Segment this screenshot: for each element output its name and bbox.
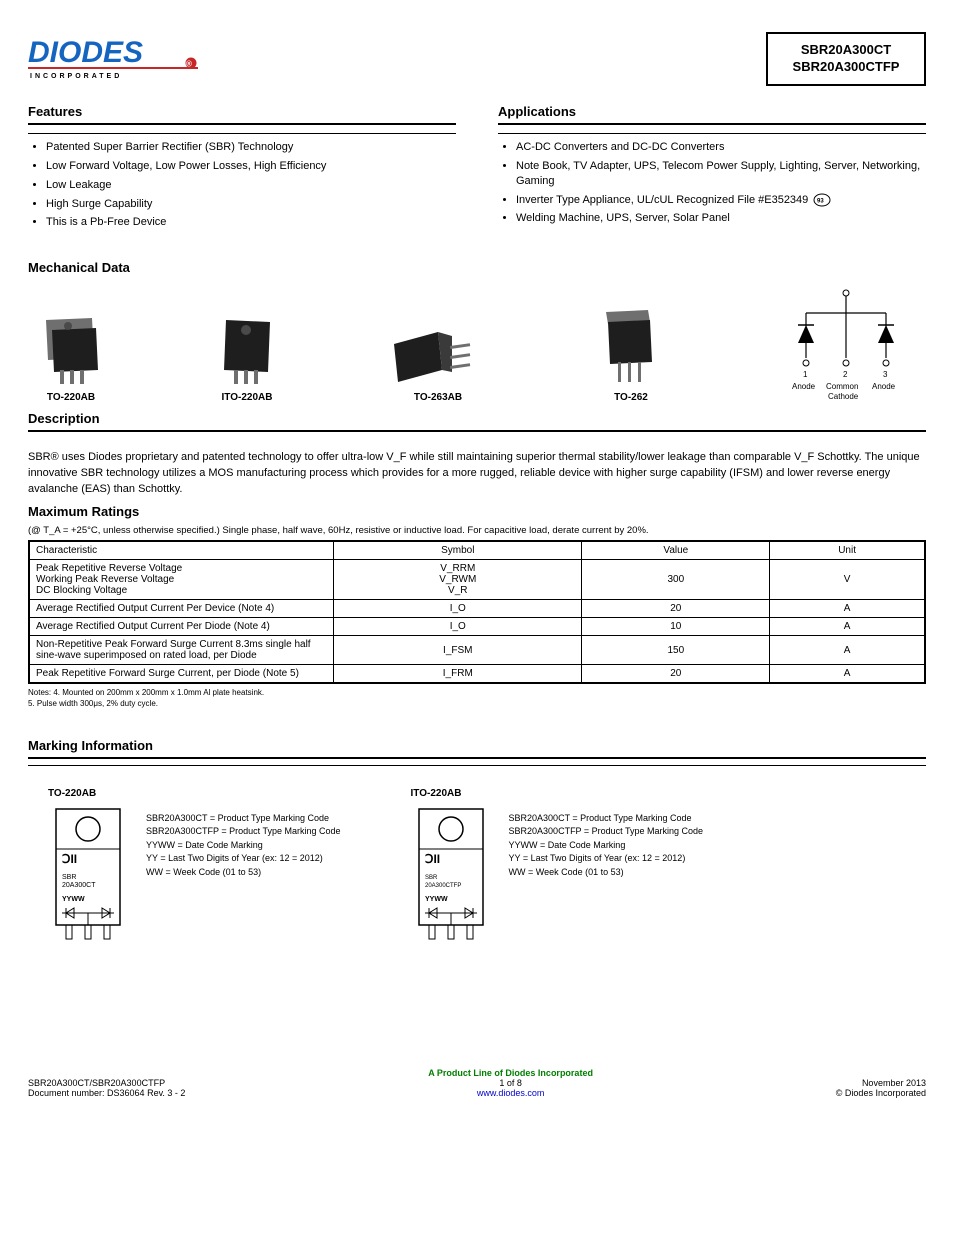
footer-product: SBR20A300CT/SBR20A300CTFP [28, 1078, 185, 1088]
table-row: Average Rectified Output Current Per Dev… [29, 600, 925, 618]
applications-list: AC-DC Converters and DC-DC Converters No… [498, 140, 926, 226]
svg-text:®: ® [186, 60, 192, 69]
svg-text:Anode: Anode [872, 382, 896, 391]
ito220ab-icon [214, 316, 280, 386]
package-label: ITO-220AB [222, 392, 273, 403]
applications-heading: Applications [498, 104, 926, 125]
marking-diagram-2: ↃII SBR 20A300CTFP YYWW [411, 805, 491, 945]
col-header: Value [582, 541, 770, 560]
application-item: Welding Machine, UPS, Server, Solar Pane… [516, 211, 926, 226]
ratings-conditions: (@ T_A = +25°C, unless otherwise specifi… [28, 525, 926, 536]
feature-item: Low Forward Voltage, Low Power Losses, H… [46, 159, 456, 174]
to262-icon [596, 308, 666, 386]
title-box-line1: SBR20A300CTSBR20A300CTFP [793, 42, 900, 74]
svg-text:93: 93 [817, 198, 824, 204]
marking-diagram-1: ↃII SBR 20A300CT YYWW [48, 805, 128, 945]
marking-pkg-label: TO-220AB [48, 788, 128, 799]
footer-date: November 2013 [836, 1078, 926, 1088]
marking-legend: SBR20A300CT = Product Type Marking CodeS… [146, 812, 341, 880]
ratings-notes: Notes: 4. Mounted on 200mm x 200mm x 1.0… [28, 688, 926, 710]
feature-item: This is a Pb-Free Device [46, 215, 456, 230]
page-footer: SBR20A300CT/SBR20A300CTFP Document numbe… [28, 1068, 926, 1098]
application-item: Note Book, TV Adapter, UPS, Telecom Powe… [516, 159, 926, 189]
svg-text:Cathode: Cathode [828, 392, 859, 401]
application-item: Inverter Type Appliance, UL/cUL Recogniz… [516, 193, 926, 208]
mechanical-heading: Mechanical Data [28, 260, 926, 275]
features-list: Patented Super Barrier Rectifier (SBR) T… [28, 140, 456, 230]
footer-doc: Document number: DS36064 Rev. 3 - 2 [28, 1088, 185, 1098]
col-header: Unit [770, 541, 925, 560]
footer-green: A Product Line of Diodes Incorporated [428, 1068, 593, 1078]
application-item: AC-DC Converters and DC-DC Converters [516, 140, 926, 155]
diodes-logo: DIODES INCORPORATED ® [28, 32, 198, 82]
ratings-table: Characteristic Symbol Value Unit Peak Re… [28, 540, 926, 684]
col-header: Symbol [334, 541, 582, 560]
table-row: Characteristic Symbol Value Unit [29, 541, 925, 560]
pin-diagram-icon: 1 2 3 Anode Common Cathode Anode [776, 283, 916, 403]
table-row: Peak Repetitive Reverse VoltageWorking P… [29, 560, 925, 600]
feature-item: Patented Super Barrier Rectifier (SBR) T… [46, 140, 456, 155]
svg-text:3: 3 [883, 370, 888, 379]
svg-text:Common: Common [826, 382, 858, 391]
feature-item: High Surge Capability [46, 197, 456, 212]
packages-row: TO-220AB ITO-220AB TO-263AB TO-262 [28, 283, 926, 411]
svg-text:2: 2 [843, 370, 848, 379]
col-header: Characteristic [29, 541, 334, 560]
product-title-box: SBR20A300CTSBR20A300CTFP [766, 32, 926, 86]
svg-text:1: 1 [803, 370, 808, 379]
footer-page: 1 of 8 [428, 1078, 593, 1088]
package-label: TO-220AB [47, 392, 95, 403]
svg-text:20A300CT: 20A300CT [62, 882, 96, 889]
features-heading: Features [28, 104, 456, 125]
ul-badge-icon: 93 [813, 193, 831, 207]
svg-text:SBR: SBR [62, 874, 76, 881]
svg-text:ↃII: ↃII [62, 852, 77, 866]
package-label: TO-262 [614, 392, 648, 403]
marking-legend: SBR20A300CT = Product Type Marking CodeS… [509, 812, 704, 880]
ratings-heading: Maximum Ratings [28, 504, 926, 519]
svg-text:DIODES: DIODES [28, 36, 143, 69]
footer-copyright: © Diodes Incorporated [836, 1088, 926, 1098]
marking-heading: Marking Information [28, 738, 926, 759]
svg-text:INCORPORATED: INCORPORATED [30, 73, 122, 80]
package-label: TO-263AB [414, 392, 462, 403]
svg-text:YYWW: YYWW [425, 896, 448, 903]
svg-text:SBR: SBR [425, 875, 438, 881]
table-row: Non-Repetitive Peak Forward Surge Curren… [29, 636, 925, 665]
svg-text:20A300CTFP: 20A300CTFP [425, 883, 461, 889]
table-row: Average Rectified Output Current Per Dio… [29, 618, 925, 636]
description-heading: Description [28, 411, 926, 432]
svg-text:Anode: Anode [792, 382, 816, 391]
to263ab-icon [390, 326, 486, 386]
feature-item: Low Leakage [46, 178, 456, 193]
svg-text:ↃII: ↃII [425, 852, 440, 866]
svg-text:YYWW: YYWW [62, 896, 85, 903]
to220ab-icon [38, 316, 104, 386]
table-row: Peak Repetitive Forward Surge Current, p… [29, 665, 925, 684]
marking-pkg-label: ITO-220AB [411, 788, 491, 799]
footer-url[interactable]: www.diodes.com [477, 1088, 545, 1098]
description-text: SBR® uses Diodes proprietary and patente… [28, 450, 926, 498]
